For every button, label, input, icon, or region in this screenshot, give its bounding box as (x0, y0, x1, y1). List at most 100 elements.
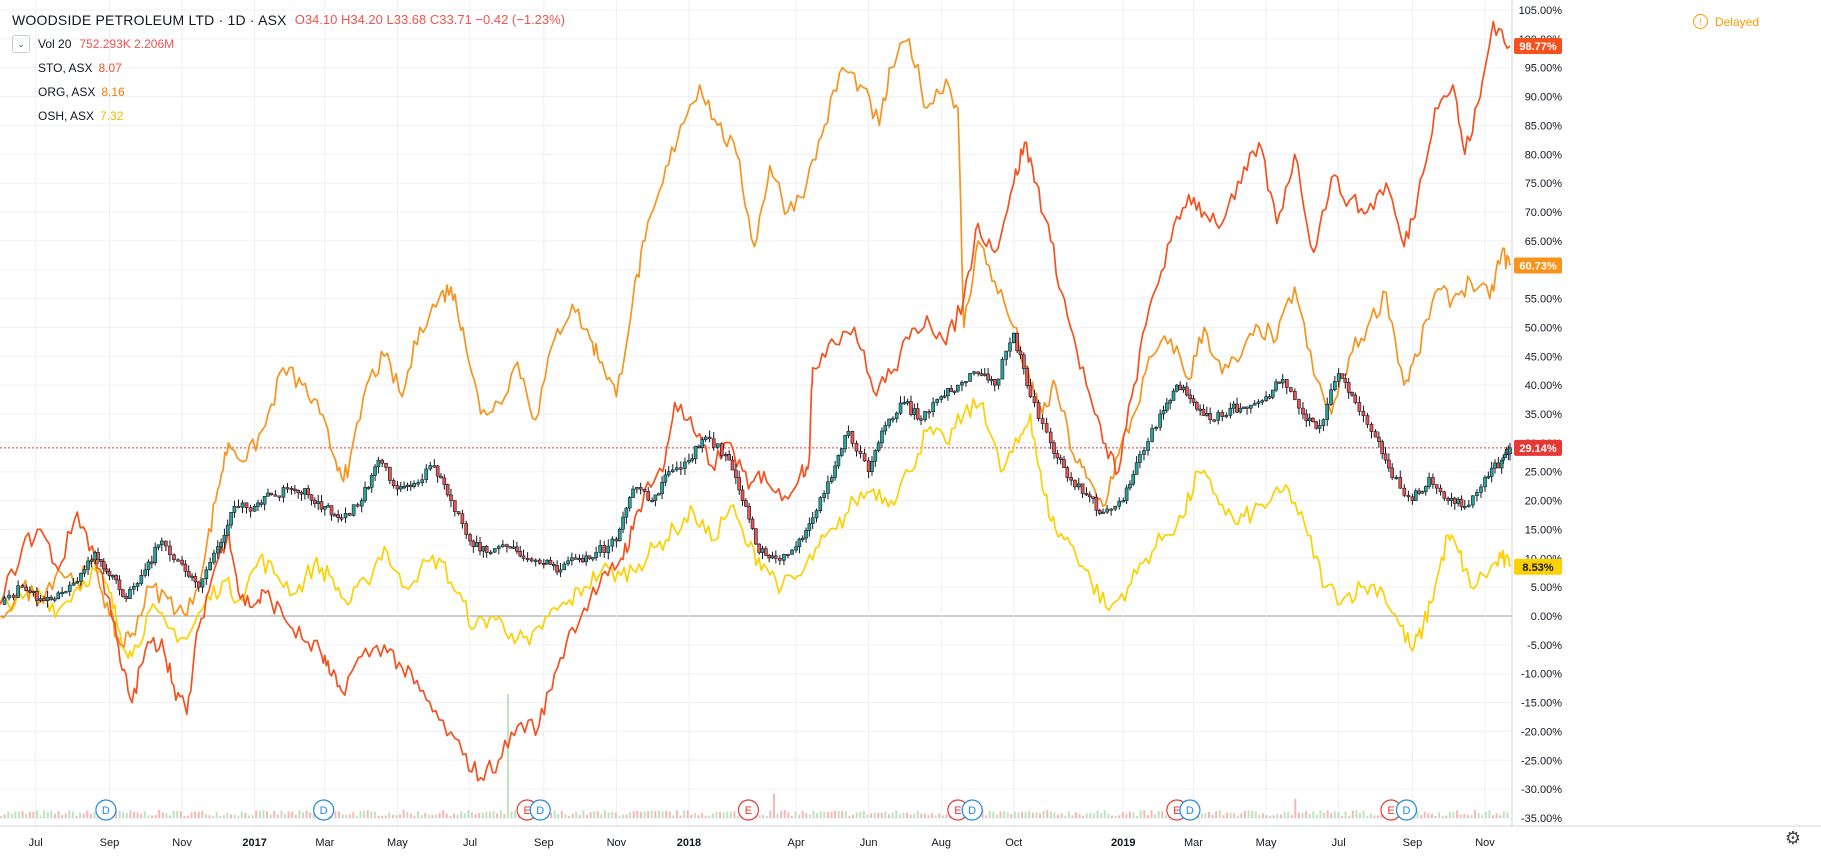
candle-body (1012, 332, 1016, 344)
legend-row-sto[interactable]: STO, ASX 8.07 (12, 56, 565, 80)
y-tick-label: 70.00% (1525, 207, 1563, 219)
candle-body (964, 381, 968, 384)
candle-body (996, 378, 1001, 386)
volume-label[interactable]: Vol 20 (38, 37, 72, 51)
candle-body (1212, 419, 1216, 422)
candle-body (715, 443, 720, 448)
x-tick-label: Sep (1403, 837, 1423, 849)
volume-bar (830, 811, 833, 818)
candle-body (836, 455, 841, 467)
last-value-bg (1514, 439, 1562, 456)
volume-bar (201, 810, 204, 818)
candle-body (635, 487, 639, 490)
volume-bar (596, 811, 599, 818)
gear-icon[interactable]: ⚙ (1784, 827, 1802, 848)
candle-body (1117, 500, 1122, 507)
candle-body (942, 395, 947, 398)
volume-bar (1287, 811, 1290, 818)
volume-bar (938, 813, 941, 818)
event-label: D (1186, 805, 1194, 817)
volume-bar (916, 810, 919, 818)
volume-bar (578, 814, 581, 818)
volume-bar (862, 810, 865, 818)
volume-bar (122, 812, 125, 818)
legend-row-org[interactable]: ORG, ASX 8.16 (12, 80, 565, 104)
volume-bar (1121, 812, 1124, 818)
candle-body (1220, 412, 1225, 417)
candle-body (1301, 407, 1305, 415)
volume-bar (291, 811, 294, 818)
candle-body (1456, 498, 1460, 504)
symbol-title[interactable]: WOODSIDE PETROLEUM LTD · 1D · ASX (12, 12, 287, 28)
x-tick-label: Sep (534, 837, 554, 849)
candle-body (1270, 389, 1275, 398)
volume-bar (1035, 812, 1038, 818)
volume-bar (93, 812, 96, 818)
candle-body (833, 465, 837, 478)
x-tick-label: Jul (29, 837, 43, 849)
volume-bar (1279, 814, 1282, 818)
volume-bar (1049, 811, 1052, 818)
candle-body (143, 569, 147, 576)
candle-body (1228, 407, 1233, 416)
y-tick-label: 0.00% (1531, 611, 1562, 623)
delayed-indicator[interactable]: ! Delayed (1692, 14, 1759, 29)
volume-bar (402, 810, 405, 818)
volume-bar (179, 811, 182, 818)
legend-row-osh[interactable]: OSH, ASX 7.32 (12, 104, 565, 128)
ohlc-values: O34.10 H34.20 L33.68 C33.71 −0.42 (−1.23… (294, 12, 566, 27)
candle-body (1293, 391, 1297, 400)
volume-bar (1438, 812, 1441, 818)
candle-body (1073, 479, 1077, 488)
volume-bar (7, 811, 10, 818)
event-label: D (1403, 805, 1411, 817)
volume-bar (873, 812, 876, 818)
volume-bar (808, 814, 811, 818)
candle-body (923, 411, 927, 421)
candle-body (449, 494, 453, 501)
candle-body (484, 546, 489, 553)
y-tick-label: 35.00% (1525, 409, 1563, 421)
candle-body (839, 448, 844, 456)
volume-bar (1323, 812, 1326, 818)
dividend-marker[interactable]: D (1395, 799, 1418, 821)
dividend-marker[interactable]: D (313, 799, 335, 821)
candle-body (724, 454, 728, 457)
volume-bar (690, 814, 693, 818)
candle-body (1353, 394, 1358, 403)
volume-bar (1481, 815, 1484, 818)
y-tick-label: -15.00% (1521, 698, 1562, 710)
candle-body (858, 450, 863, 454)
candle-body (1503, 454, 1507, 459)
last-value-label-org: 60.73% (1514, 257, 1562, 274)
volume-bar (136, 812, 139, 818)
x-tick-label: Nov (607, 837, 627, 849)
dividend-marker[interactable]: D (529, 799, 551, 821)
dividend-marker[interactable]: D (1179, 799, 1201, 821)
volume-bar (417, 811, 420, 818)
volume-bar (1369, 813, 1372, 818)
volume-bar (53, 813, 56, 818)
x-tick-label: Jul (463, 837, 477, 849)
candle-body (86, 560, 90, 570)
candle-body (778, 557, 782, 561)
candle-body (638, 487, 643, 490)
candle-body (45, 596, 50, 601)
event-circle (1179, 799, 1201, 821)
dividend-marker[interactable]: D (961, 799, 983, 821)
dividend-marker[interactable]: D (95, 799, 117, 821)
volume-bar (941, 815, 944, 818)
volume-bar (1297, 812, 1300, 818)
candle-body (306, 488, 310, 496)
volume-bar (837, 810, 840, 818)
volume-bar (345, 814, 348, 818)
candle-body (1131, 474, 1136, 485)
x-tick-label: Mar (1184, 837, 1203, 849)
volume-bar (86, 810, 89, 818)
candle-body (1417, 490, 1421, 494)
candle-body (1442, 491, 1447, 499)
chevron-down-icon[interactable]: ⌄ (12, 35, 30, 53)
earnings-marker[interactable]: E (737, 799, 760, 821)
